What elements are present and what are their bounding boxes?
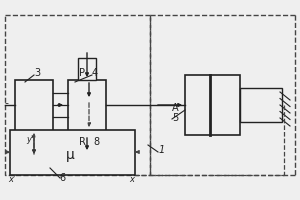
Bar xyxy=(78,58,96,80)
Text: A: A xyxy=(172,103,178,113)
Text: P: P xyxy=(79,68,85,78)
Text: 3: 3 xyxy=(34,68,40,78)
Bar xyxy=(10,130,135,175)
Bar xyxy=(68,80,106,135)
Bar xyxy=(185,75,240,135)
Text: 4: 4 xyxy=(92,68,98,78)
Text: μ: μ xyxy=(66,148,74,162)
Text: 1: 1 xyxy=(159,145,165,155)
Bar xyxy=(5,15,150,175)
Text: x: x xyxy=(130,176,134,184)
Bar xyxy=(15,80,53,135)
Text: 5: 5 xyxy=(172,113,178,123)
Text: 8: 8 xyxy=(93,137,99,147)
Text: 6: 6 xyxy=(59,173,65,183)
Text: x': x' xyxy=(8,176,16,184)
Text: y': y' xyxy=(26,136,34,144)
Text: R: R xyxy=(79,137,86,147)
Text: -: - xyxy=(4,98,8,108)
Bar xyxy=(240,88,282,122)
